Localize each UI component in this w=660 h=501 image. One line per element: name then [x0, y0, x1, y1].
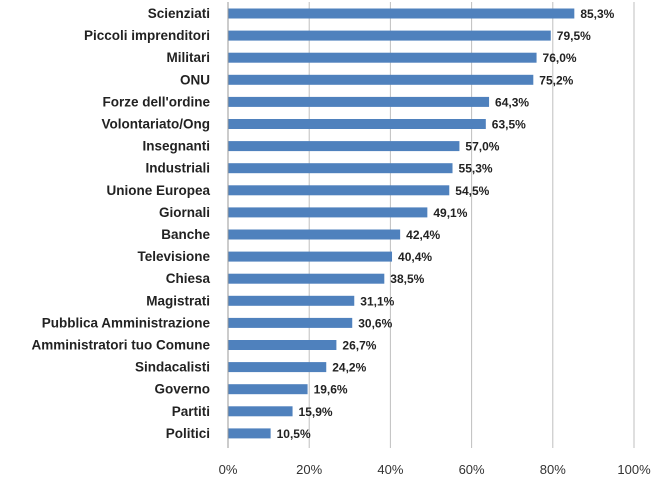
category-label: Pubblica Amministrazione: [42, 315, 211, 330]
category-label: Amministratori tuo Comune: [31, 338, 210, 353]
bar: [228, 163, 453, 174]
data-label: 10,5%: [277, 427, 311, 441]
data-label: 64,3%: [495, 95, 529, 109]
x-tick-label: 20%: [296, 462, 322, 477]
data-label: 26,7%: [342, 339, 376, 353]
bar: [228, 384, 308, 395]
category-label: Industriali: [145, 161, 210, 176]
data-label: 31,1%: [360, 294, 394, 308]
category-labels: Scienziati Piccoli imprenditori Militari ON…: [31, 6, 210, 441]
category-label: Governo: [154, 382, 210, 397]
bar: [228, 317, 353, 328]
bar: [228, 229, 401, 240]
category-label: Politici: [166, 426, 210, 441]
bar: [228, 141, 460, 152]
grid-lines: [227, 2, 635, 448]
bar: [228, 251, 393, 262]
category-label: Insegnanti: [142, 139, 210, 154]
category-label: Televisione: [137, 249, 210, 264]
x-tick-label: 0%: [219, 462, 238, 477]
data-label: 75,2%: [539, 73, 573, 87]
bars: [228, 8, 575, 439]
category-label: ONU: [180, 72, 210, 87]
data-label: 55,3%: [459, 162, 493, 176]
x-tick-label: 100%: [617, 462, 651, 477]
data-label: 19,6%: [314, 383, 348, 397]
bar: [228, 74, 534, 85]
bar: [228, 362, 327, 373]
x-tick-label: 40%: [377, 462, 403, 477]
bar: [228, 207, 428, 218]
bar: [228, 406, 293, 417]
data-label: 40,4%: [398, 250, 432, 264]
bar: [228, 428, 271, 439]
bar: [228, 52, 537, 63]
category-label: Chiesa: [166, 271, 211, 286]
value-labels: 85,3% 79,5% 76,0% 75,2% 64,3% 63,5% 57,0% 55,3%…: [277, 7, 615, 441]
x-tick-label: 80%: [540, 462, 566, 477]
data-label: 42,4%: [406, 228, 440, 242]
category-label: Volontariato/Ong: [102, 117, 211, 132]
x-axis-tick-labels: 0% 20% 40% 60% 80% 100%: [219, 462, 651, 477]
bar: [228, 185, 450, 196]
category-label: Unione Europea: [106, 183, 210, 198]
data-label: 76,0%: [543, 51, 577, 65]
bar: [228, 295, 355, 306]
data-label: 85,3%: [580, 7, 614, 21]
data-label: 38,5%: [390, 272, 424, 286]
bar: [228, 96, 490, 107]
data-label: 54,5%: [455, 184, 489, 198]
data-label: 79,5%: [557, 29, 591, 43]
bar: [228, 273, 385, 284]
bar: [228, 8, 575, 19]
category-label: Magistrati: [146, 293, 210, 308]
data-label: 57,0%: [465, 140, 499, 154]
category-label: Sindacalisti: [135, 360, 210, 375]
bar: [228, 30, 551, 41]
data-label: 24,2%: [332, 361, 366, 375]
bar: [228, 119, 486, 129]
data-label: 30,6%: [358, 316, 392, 330]
category-label: Scienziati: [148, 6, 210, 21]
data-label: 15,9%: [299, 405, 333, 419]
x-tick-label: 60%: [459, 462, 485, 477]
category-label: Partiti: [172, 404, 210, 419]
data-label: 49,1%: [433, 206, 467, 220]
category-label: Giornali: [159, 205, 210, 220]
category-label: Forze dell'ordine: [103, 94, 211, 109]
data-label: 63,5%: [492, 118, 526, 132]
category-label: Piccoli imprenditori: [84, 28, 210, 43]
category-label: Militari: [166, 50, 210, 65]
category-label: Banche: [161, 227, 210, 242]
bar: [228, 340, 337, 350]
